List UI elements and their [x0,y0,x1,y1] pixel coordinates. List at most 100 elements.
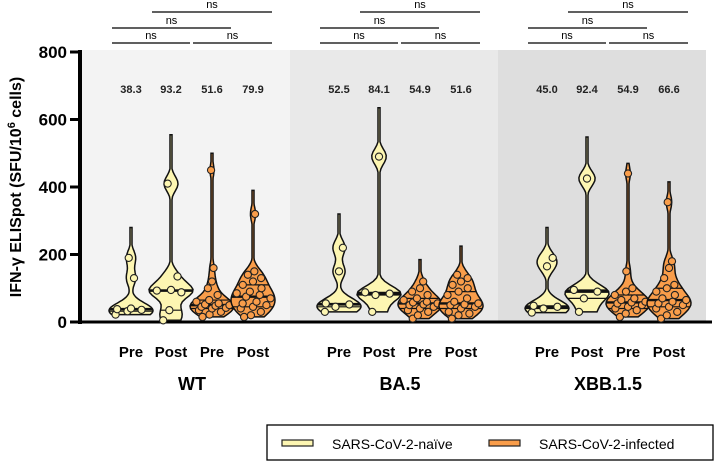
y-tick-label: 600 [39,111,67,130]
median-value-label: 84.1 [368,84,389,96]
group-label-ba5: BA.5 [379,374,420,394]
significance-label: ns [643,30,655,42]
data-point [166,285,176,295]
data-point [205,295,214,305]
data-point [239,312,249,322]
data-point [213,290,222,300]
legend-swatch-naive [281,439,314,447]
median-value-label: 93.2 [160,84,181,96]
data-point [663,198,672,207]
x-tick-label: Pre [200,344,224,361]
data-point [255,290,264,300]
data-point [321,299,330,308]
data-point [548,253,557,263]
data-point [652,287,661,296]
data-point [454,287,463,296]
data-point [203,284,213,293]
data-point [622,267,631,276]
y-axis-label: IFN-γ ELISpot (SFU/106 cells) [6,77,25,297]
data-point [334,267,344,276]
x-tick-label: Pre [408,344,432,361]
data-point [450,297,459,306]
median-value-label: 45.0 [536,84,557,96]
data-point [463,273,472,283]
data-point [621,309,630,318]
x-tick-label: Post [237,344,270,361]
significance-label: ns [561,30,573,42]
median-value-label: 51.6 [450,84,471,96]
significance-label: ns [582,15,594,27]
data-point [658,294,667,303]
data-point [163,179,172,188]
violin-naive-post [564,136,610,313]
violin-naive-post [356,106,402,313]
data-point [232,289,241,298]
data-point [112,305,122,314]
data-point [126,304,136,313]
y-tick-label: 200 [39,246,67,265]
median-value-label: 92.4 [576,84,598,96]
significance-label: ns [353,30,365,42]
data-point [662,311,671,320]
x-tick-label: Post [363,344,396,361]
x-tick-label: Post [445,344,478,361]
data-point [413,311,423,320]
data-point [257,284,266,293]
median-value-label: 38.3 [120,84,141,96]
data-point [238,299,247,308]
data-point [177,288,186,297]
x-tick-label: Post [653,344,686,361]
data-point [192,297,201,306]
data-point [553,302,562,311]
legend-label-naive: SARS-CoV-2-naïve [332,436,453,452]
data-point [374,152,384,161]
data-point [463,284,472,293]
significance-label: ns [206,0,218,11]
data-point [206,165,216,175]
data-point [542,262,552,271]
data-point [207,277,217,286]
data-point [623,169,633,178]
x-tick-label: Pre [535,344,559,361]
significance-label: ns [145,30,157,42]
data-point [124,253,133,263]
data-point [137,305,146,314]
data-point [667,257,677,266]
median-value-label: 54.9 [409,84,430,96]
significance-label: ns [435,30,447,42]
data-point [454,311,463,320]
data-point [320,307,330,317]
x-tick-label: Pre [119,344,143,361]
legend-label-infected: SARS-CoV-2-infected [539,436,674,452]
x-tick-label: Pre [616,344,640,361]
data-point [159,316,168,325]
median-value-label: 51.6 [201,84,222,96]
data-point [569,285,579,295]
data-point [198,312,207,322]
data-point [422,297,432,306]
data-point [246,311,256,320]
group-label-wt: WT [178,374,206,394]
data-point [385,289,394,298]
data-point [214,299,223,308]
significance-label: ns [374,15,386,27]
median-value-label: 54.9 [617,84,638,96]
data-point [443,290,452,300]
x-tick-label: Pre [327,344,351,361]
data-point [399,295,408,305]
group-label-xbb15: XBB.1.5 [574,374,642,394]
data-point [424,307,433,317]
data-point [256,307,266,317]
data-point [673,307,682,317]
data-point [419,277,428,286]
data-point [632,306,641,315]
data-point [593,287,602,296]
violin-naive-pre [316,213,362,313]
x-tick-label: Post [571,344,604,361]
y-axis-label-part: 6 [6,122,18,128]
violin-naive-pre [108,226,154,316]
data-point [529,301,538,310]
data-point [209,263,218,273]
data-point [617,295,626,305]
